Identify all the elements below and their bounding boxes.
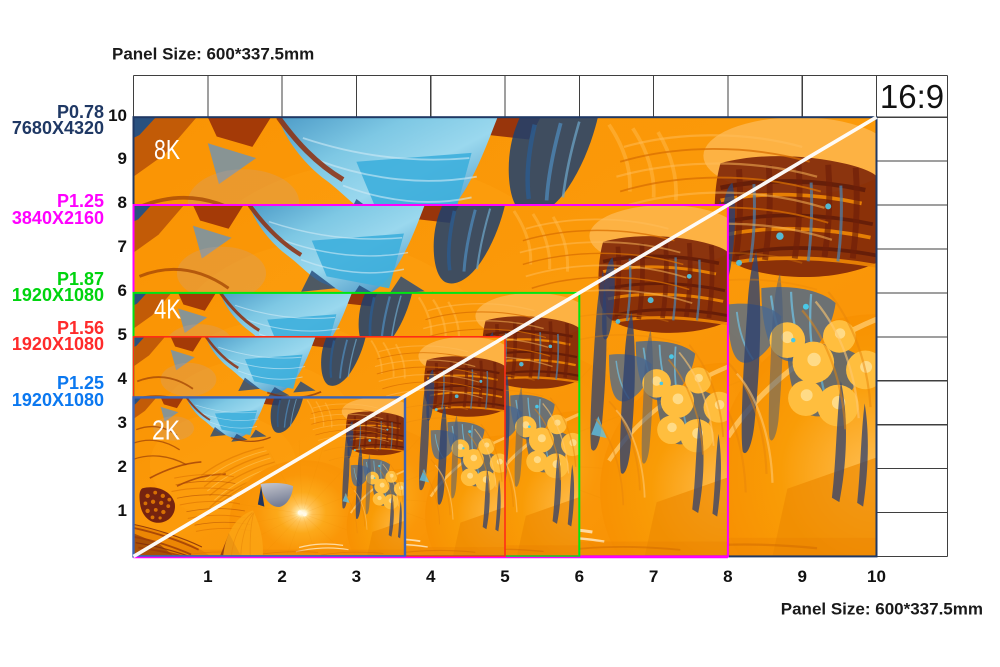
svg-text:P1.56: P1.56 [57,318,104,338]
svg-text:10: 10 [867,567,886,586]
svg-text:3: 3 [118,413,127,432]
svg-text:1920X1080: 1920X1080 [12,285,104,305]
svg-text:1920X1080: 1920X1080 [12,334,104,354]
svg-text:1920X1080: 1920X1080 [12,390,104,410]
svg-text:2K: 2K [152,415,180,446]
svg-text:P0.78: P0.78 [57,102,104,122]
svg-text:8K: 8K [154,134,180,165]
svg-text:8: 8 [723,567,732,586]
svg-text:7: 7 [649,567,658,586]
svg-text:5: 5 [118,325,127,344]
svg-text:1: 1 [118,501,127,520]
svg-text:9: 9 [797,567,806,586]
svg-text:P1.87: P1.87 [57,269,104,289]
svg-text:Panel Size: 600*337.5mm: Panel Size: 600*337.5mm [781,600,983,619]
svg-text:8: 8 [118,193,127,212]
svg-text:P1.25: P1.25 [57,191,104,211]
svg-text:4: 4 [118,369,128,388]
svg-text:1: 1 [203,567,212,586]
svg-text:7680X4320: 7680X4320 [12,118,104,138]
svg-text:16:9: 16:9 [880,78,944,115]
svg-text:5: 5 [500,567,509,586]
svg-text:2: 2 [118,457,127,476]
svg-text:6: 6 [118,281,127,300]
svg-text:3: 3 [352,567,361,586]
svg-text:7: 7 [118,237,127,256]
svg-text:4K: 4K [154,294,181,325]
svg-text:3840X2160: 3840X2160 [12,208,104,228]
svg-text:Panel Size: 600*337.5mm: Panel Size: 600*337.5mm [112,45,314,64]
svg-text:9: 9 [118,149,127,168]
svg-text:2: 2 [277,567,286,586]
svg-text:10: 10 [108,106,127,125]
svg-text:6: 6 [575,567,584,586]
svg-text:P1.25: P1.25 [57,373,104,393]
svg-text:4: 4 [426,567,436,586]
